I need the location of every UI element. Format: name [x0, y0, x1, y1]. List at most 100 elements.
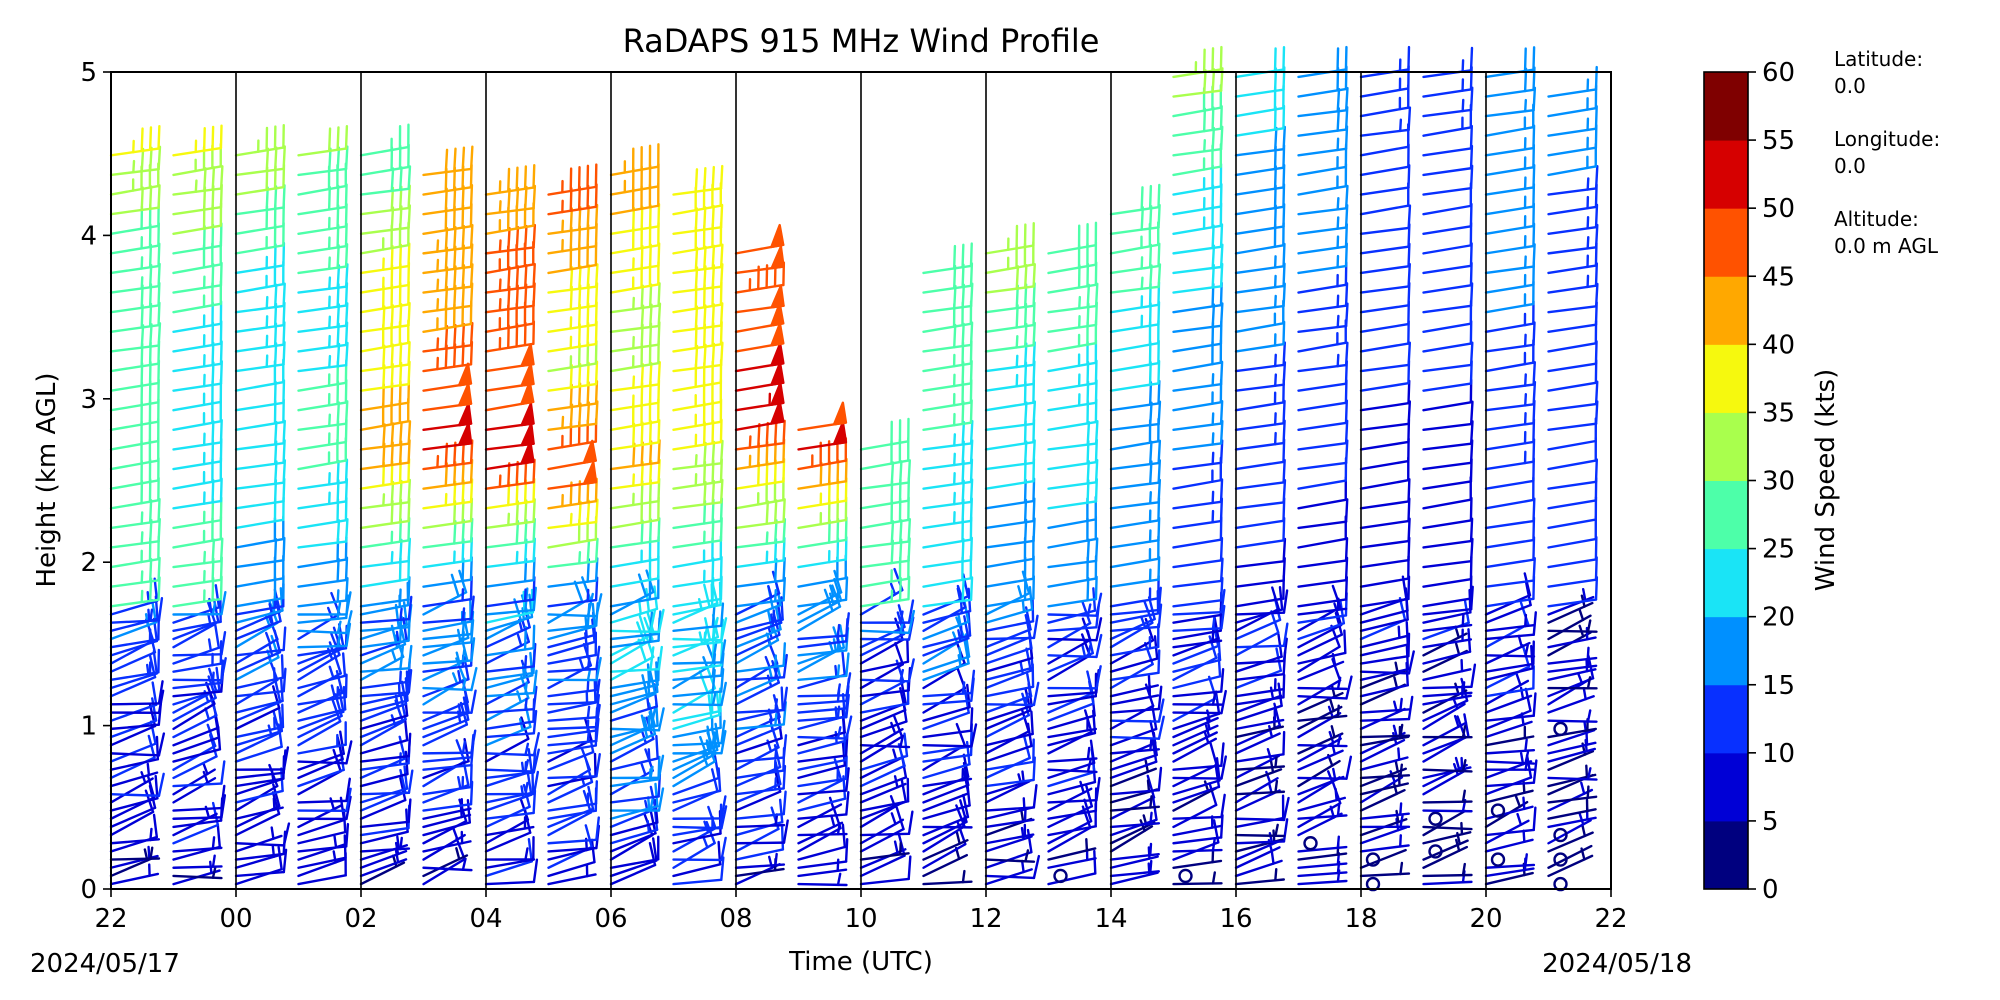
wind-barb: [1484, 853, 1536, 869]
x-axis-ticks: 22 00 02 04 06 08 10 12 14 16 18 20 22: [94, 889, 1628, 934]
wind-barb: [859, 721, 904, 755]
wind-barb: [1297, 755, 1353, 780]
wind-barb: [1422, 164, 1474, 196]
wind-barb: [1297, 515, 1347, 549]
wind-barb: [1297, 419, 1349, 451]
wind-barb: [609, 748, 654, 796]
wind-barb: [1172, 183, 1223, 216]
wind-barb: [859, 642, 904, 690]
wind-barb: [359, 301, 411, 334]
wind-barb: [797, 576, 849, 608]
wind-barb: [484, 642, 537, 673]
wind-barb: [672, 616, 728, 642]
wind-barb: [797, 790, 850, 820]
wind-barb: [1234, 724, 1281, 755]
wind-barb: [984, 575, 1035, 608]
wind-barb: [1547, 781, 1594, 812]
wind-barb: [1047, 282, 1099, 314]
wind-barb: [359, 668, 413, 698]
wind-barb: [922, 576, 974, 608]
wind-barb: [297, 576, 349, 608]
wind-barb: [484, 669, 538, 698]
wind-barb: [172, 418, 223, 451]
wind-barb: [1234, 262, 1286, 294]
wind-barb: [1172, 399, 1224, 432]
wind-barb: [1547, 575, 1599, 608]
wind-barb: [297, 652, 347, 690]
wind-barb: [984, 783, 1038, 812]
wind-barb: [1172, 125, 1224, 157]
wind-barb: [797, 715, 853, 740]
wind-barb: [1547, 535, 1598, 569]
wind-barb: [359, 143, 410, 177]
wind-barb: [1047, 849, 1097, 886]
wind-barb: [422, 689, 477, 714]
wind-barb: [547, 678, 601, 706]
wind-barb: [109, 322, 162, 353]
wind-barb: [359, 804, 411, 837]
wind-barb: [1490, 803, 1506, 818]
wind-barb: [922, 723, 978, 748]
wind-barb: [984, 708, 1030, 755]
wind-barb: [359, 765, 409, 804]
wind-barb: [547, 400, 599, 432]
wind-barb: [797, 872, 848, 887]
wind-barb: [1484, 812, 1530, 845]
wind-barb: [1359, 143, 1410, 177]
wind-barb: [1422, 759, 1473, 773]
wind-barb: [109, 680, 164, 706]
wind-barb: [1359, 834, 1410, 853]
wind-barb: [234, 797, 284, 820]
wind-barb: [672, 602, 725, 633]
wind-barb: [234, 746, 290, 771]
wind-barb: [734, 734, 788, 763]
wind-barb: [172, 300, 223, 334]
wind-barb: [109, 648, 161, 682]
wind-barb: [1547, 676, 1598, 690]
wind-barb: [922, 282, 974, 314]
wind-barb: [172, 681, 216, 731]
wind-barb: [672, 398, 723, 432]
wind-barb: [422, 362, 473, 392]
wind-barb: [359, 341, 411, 373]
wind-barb: [672, 820, 716, 869]
wind-barb: [1234, 709, 1285, 731]
wind-barb: [984, 555, 1035, 588]
wind-barb: [1047, 261, 1098, 294]
wind-barb: [297, 145, 349, 177]
wind-barb: [734, 419, 786, 451]
wind-barb: [1172, 105, 1223, 137]
wind-barb: [1359, 477, 1411, 510]
wind-barb: [1359, 723, 1411, 739]
wind-barb: [109, 772, 165, 797]
wind-barb: [547, 816, 600, 845]
wind-barb: [1297, 584, 1342, 633]
wind-barb: [234, 654, 285, 690]
wind-barb: [609, 754, 665, 780]
wind-barb: [172, 762, 216, 796]
wind-barb: [1297, 45, 1348, 79]
wind-barb: [734, 642, 787, 673]
wind-barb: [1422, 86, 1474, 118]
wind-barb: [672, 795, 727, 820]
wind-barb: [797, 457, 848, 490]
wind-barb: [297, 822, 350, 853]
wind-barb: [672, 164, 724, 196]
wind-barb: [422, 847, 469, 878]
wind-barb: [1297, 805, 1343, 837]
wind-barb: [1234, 637, 1288, 665]
wind-barb: [1297, 602, 1343, 649]
wind-barb: [1109, 623, 1160, 657]
wind-barb: [484, 402, 535, 432]
wind-barb: [672, 281, 723, 314]
wind-barb: [547, 631, 598, 665]
wind-barb: [1422, 714, 1468, 747]
wind-barb: [1547, 732, 1597, 755]
wind-barb: [984, 400, 1037, 432]
wind-barb: [484, 223, 537, 255]
wind-barb: [1172, 763, 1221, 804]
wind-barb: [1047, 759, 1098, 774]
wind-barb: [1297, 86, 1349, 118]
wind-barb: [1422, 613, 1473, 633]
wind-barb: [1109, 846, 1159, 869]
